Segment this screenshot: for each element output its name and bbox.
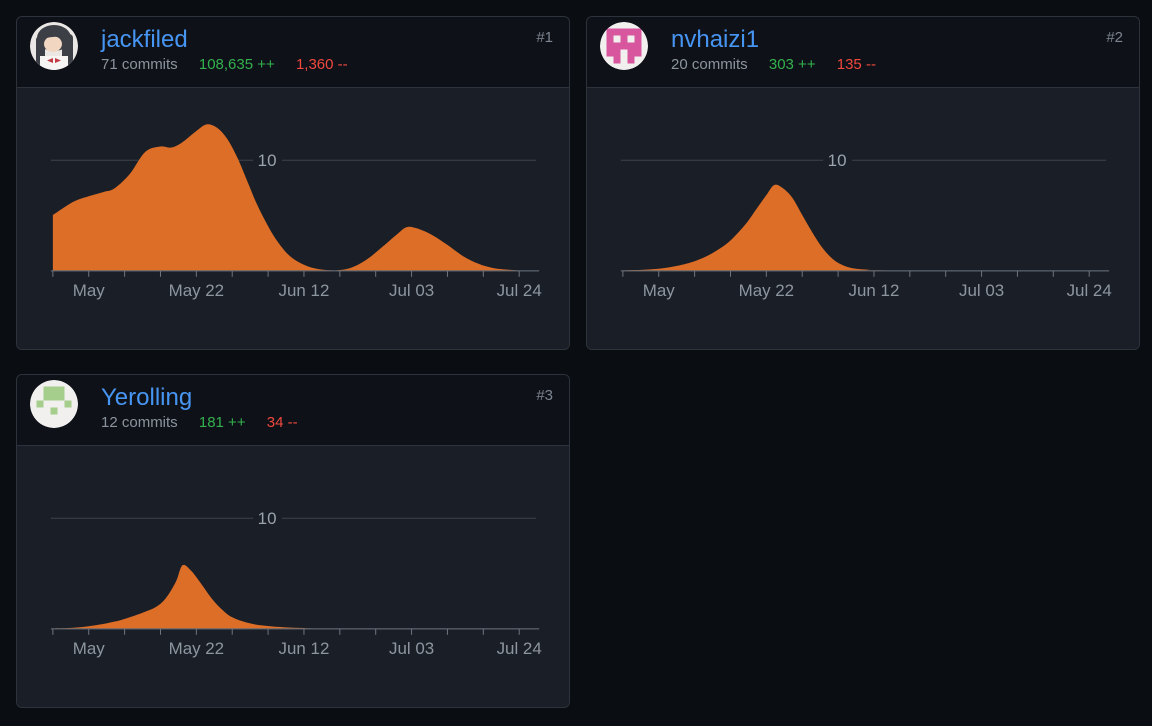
svg-text:May: May: [73, 281, 106, 300]
contributor-card-body: 10 May May 22 Jun 12 Jul 03 Jul 24: [587, 88, 1139, 349]
svg-text:May: May: [643, 281, 676, 300]
contributor-card: jackfiled 71 commits 108,635 ++ 1,360 --…: [16, 16, 570, 350]
svg-text:May 22: May 22: [739, 281, 795, 300]
commit-activity-chart: 10 May May 22 Jun 12 Jul 03 Jul 24: [50, 509, 542, 658]
svg-text:Jul 24: Jul 24: [1067, 281, 1112, 300]
svg-text:May 22: May 22: [169, 639, 225, 658]
contributor-info: jackfiled 71 commits 108,635 ++ 1,360 --: [101, 26, 348, 73]
commit-count: 12 commits: [101, 414, 178, 431]
contributor-card-header: nvhaizi1 20 commits 303 ++ 135 -- #2: [587, 17, 1139, 88]
deletions-count: 135 --: [836, 56, 876, 73]
username-link[interactable]: jackfiled: [101, 26, 188, 53]
svg-text:Jul 24: Jul 24: [497, 281, 542, 300]
rank-badge: #3: [536, 387, 553, 404]
svg-text:Jul 03: Jul 03: [389, 281, 434, 300]
svg-text:Jul 03: Jul 03: [389, 639, 434, 658]
contributor-card-header: jackfiled 71 commits 108,635 ++ 1,360 --…: [17, 17, 569, 88]
avatar[interactable]: [600, 22, 648, 70]
commit-activity-chart: 10 May May 22 Jun 12 Jul 03 Jul 24: [620, 151, 1112, 300]
contributor-stats: 20 commits 303 ++ 135 --: [671, 56, 876, 73]
contributor-info: nvhaizi1 20 commits 303 ++ 135 --: [671, 26, 876, 73]
svg-text:10: 10: [828, 151, 847, 170]
contributor-card: nvhaizi1 20 commits 303 ++ 135 -- #2 10 M…: [586, 16, 1140, 350]
contributor-card-body: 10 May May 22 Jun 12 Jul 03 Jul 24: [17, 446, 569, 707]
contributor-info: Yerolling 12 commits 181 ++ 34 --: [101, 384, 298, 431]
username-link[interactable]: nvhaizi1: [671, 26, 760, 53]
svg-text:Jun 12: Jun 12: [279, 281, 330, 300]
contributor-card: Yerolling 12 commits 181 ++ 34 -- #3 10 M…: [16, 374, 570, 708]
commit-count: 20 commits: [671, 56, 748, 73]
avatar[interactable]: [30, 22, 78, 70]
svg-text:10: 10: [258, 509, 277, 528]
contributor-stats: 12 commits 181 ++ 34 --: [101, 414, 298, 431]
additions-count: 108,635 ++: [198, 56, 275, 73]
svg-text:10: 10: [258, 151, 277, 170]
commit-activity-chart: 10 May May 22 Jun 12 Jul 03 Jul 24: [50, 124, 542, 300]
rank-badge: #1: [536, 29, 553, 46]
deletions-count: 1,360 --: [295, 56, 348, 73]
commit-count: 71 commits: [101, 56, 178, 73]
username-link[interactable]: Yerolling: [101, 384, 193, 411]
svg-text:May 22: May 22: [169, 281, 225, 300]
avatar[interactable]: [30, 380, 78, 428]
svg-text:Jun 12: Jun 12: [279, 639, 330, 658]
svg-text:Jun 12: Jun 12: [849, 281, 900, 300]
contributor-card-header: Yerolling 12 commits 181 ++ 34 -- #3: [17, 375, 569, 446]
rank-badge: #2: [1106, 29, 1123, 46]
additions-count: 303 ++: [768, 56, 816, 73]
contributor-card-body: 10 May May 22 Jun 12 Jul 03 Jul 24: [17, 88, 569, 349]
svg-text:Jul 03: Jul 03: [959, 281, 1004, 300]
additions-count: 181 ++: [198, 414, 246, 431]
svg-text:Jul 24: Jul 24: [497, 639, 542, 658]
contributor-stats: 71 commits 108,635 ++ 1,360 --: [101, 56, 348, 73]
svg-text:May: May: [73, 639, 106, 658]
deletions-count: 34 --: [266, 414, 298, 431]
